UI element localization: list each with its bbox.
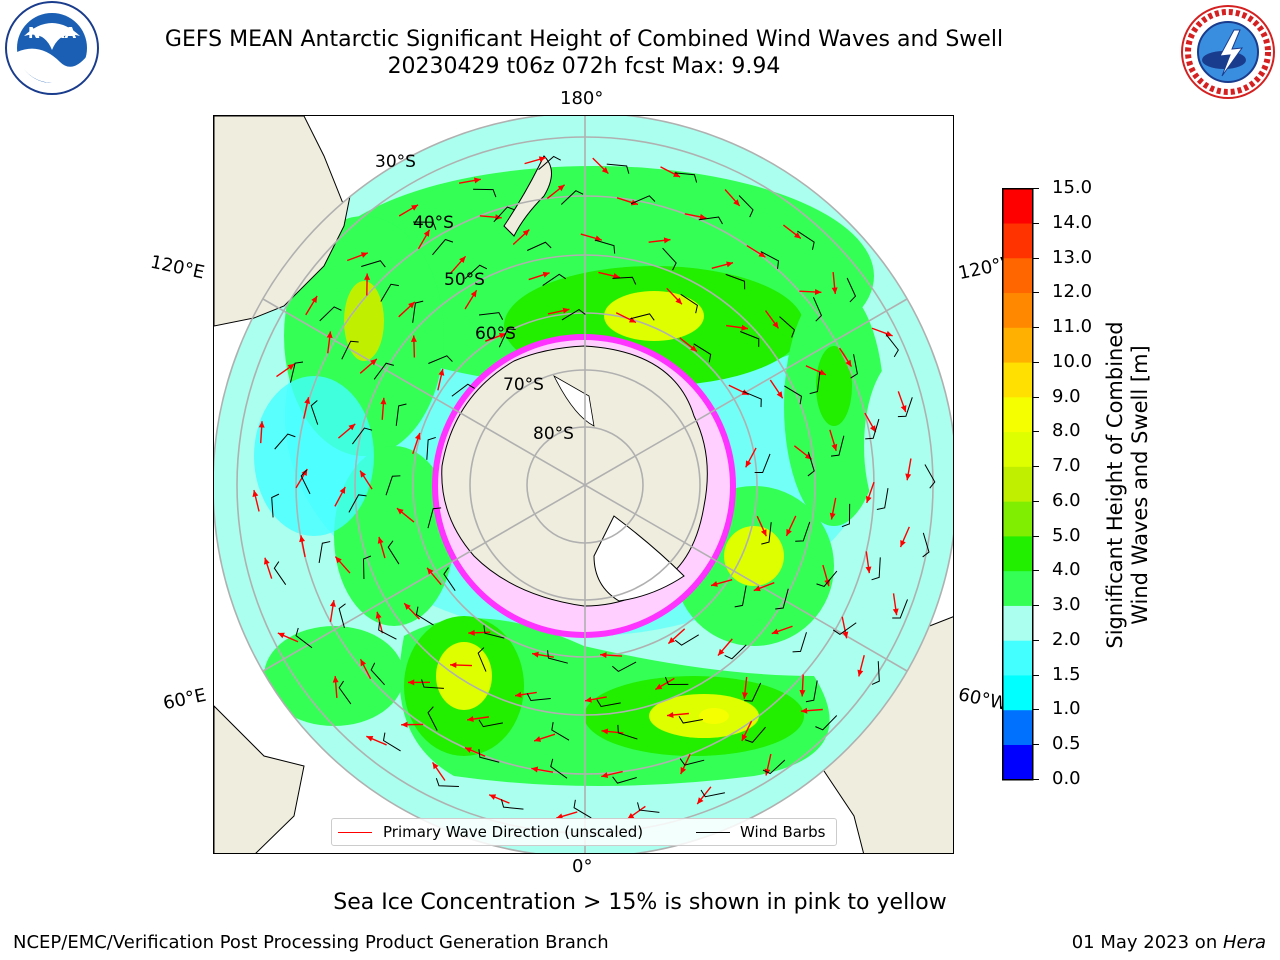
colorbar-bin [1003, 745, 1033, 780]
lat-label-60s: 60°S [475, 324, 516, 344]
noaa-logo: NOAA [0, 0, 104, 104]
colorbar-tick-mark [1033, 675, 1039, 676]
colorbar-tick-mark [1033, 640, 1039, 641]
nws-logo [1176, 0, 1280, 104]
lat-label-70s: 70°S [503, 375, 544, 395]
colorbar-tick-mark [1033, 362, 1039, 363]
colorbar-tick-mark [1033, 223, 1039, 224]
wave-direction-swatch [338, 832, 372, 833]
colorbar-tick-label: 8.0 [1052, 420, 1081, 441]
lat-label-80s: 80°S [533, 424, 574, 444]
colorbar-bin [1003, 224, 1033, 259]
legend-wave-direction: Primary Wave Direction (unscaled) [383, 823, 643, 841]
colorbar-tick-label: 15.0 [1052, 177, 1092, 198]
map-subtitle-forecast: 20230429 t06z 072h fcst Max: 9.94 [0, 54, 1168, 79]
colorbar-tick-label: 11.0 [1052, 316, 1092, 337]
colorbar-tick-label: 7.0 [1052, 455, 1081, 476]
lat-label-30s: 30°S [375, 152, 416, 172]
colorbar-bin [1003, 397, 1033, 432]
colorbar-tick-label: 3.0 [1052, 594, 1081, 615]
colorbar-title-line2: Wind Waves and Swell [m] [1128, 345, 1152, 625]
colorbar-tick-label: 1.0 [1052, 698, 1081, 719]
colorbar-tick-label: 5.0 [1052, 525, 1081, 546]
colorbar-tick-mark [1033, 431, 1039, 432]
map-legend: Primary Wave Direction (unscaled) Wind B… [331, 818, 837, 846]
lat-label-40s: 40°S [413, 213, 454, 233]
colorbar-tick-mark [1033, 744, 1039, 745]
colorbar-bin [1003, 536, 1033, 571]
colorbar-tick-mark [1033, 466, 1039, 467]
colorbar-tick-mark [1033, 258, 1039, 259]
colorbar-bin [1003, 606, 1033, 641]
colorbar-bin [1003, 710, 1033, 745]
colorbar-tick-label: 10.0 [1052, 351, 1092, 372]
map-canvas [214, 116, 954, 854]
colorbar-tick-mark [1033, 292, 1039, 293]
colorbar-tick-label: 4.0 [1052, 559, 1081, 580]
colorbar-tick-mark [1033, 397, 1039, 398]
sea-ice-note: Sea Ice Concentration > 15% is shown in … [0, 890, 1280, 915]
colorbar-tick-label: 14.0 [1052, 212, 1092, 233]
colorbar-bin [1003, 571, 1033, 606]
colorbar-tick-label: 6.0 [1052, 490, 1081, 511]
colorbar-bin [1003, 328, 1033, 363]
colorbar-tick-label: 0.0 [1052, 768, 1081, 789]
colorbar [1002, 188, 1034, 781]
colorbar-tick-mark [1033, 570, 1039, 571]
colorbar-bin [1003, 641, 1033, 676]
footer-branch: NCEP/EMC/Verification Post Processing Pr… [13, 932, 609, 953]
lon-label-0: 0° [572, 856, 592, 877]
colorbar-tick-mark [1033, 536, 1039, 537]
colorbar-bin [1003, 502, 1033, 537]
colorbar-tick-label: 9.0 [1052, 386, 1081, 407]
colorbar-tick-mark [1033, 501, 1039, 502]
colorbar-tick-label: 1.5 [1052, 664, 1081, 685]
colorbar-tick-label: 13.0 [1052, 247, 1092, 268]
noaa-logo-text: NOAA [28, 24, 77, 42]
wind-barb-swatch [696, 832, 730, 833]
colorbar-bin [1003, 363, 1033, 398]
footer-date: 01 May 2023 on Hera [1072, 932, 1266, 953]
lon-label-180: 180° [560, 88, 603, 109]
colorbar-tick-mark [1033, 188, 1039, 189]
colorbar-bin [1003, 293, 1033, 328]
lon-label-60e: 60°E [161, 685, 208, 715]
colorbar-tick-label: 0.5 [1052, 733, 1081, 754]
lon-label-120e: 120°E [148, 252, 206, 284]
colorbar-bin [1003, 675, 1033, 710]
colorbar-bin [1003, 467, 1033, 502]
colorbar-tick-mark [1033, 605, 1039, 606]
colorbar-tick-label: 2.0 [1052, 629, 1081, 650]
colorbar-bin [1003, 432, 1033, 467]
colorbar-bin [1003, 189, 1033, 224]
legend-wind-barbs: Wind Barbs [740, 823, 825, 841]
colorbar-title-line1: Significant Height of Combined [1103, 321, 1127, 648]
map-title: GEFS MEAN Antarctic Significant Height o… [0, 27, 1168, 52]
colorbar-tick-mark [1033, 327, 1039, 328]
colorbar-tick-mark [1033, 779, 1039, 780]
polar-map [213, 115, 954, 854]
colorbar-tick-label: 12.0 [1052, 281, 1092, 302]
colorbar-tick-mark [1033, 709, 1039, 710]
lat-label-50s: 50°S [444, 270, 485, 290]
colorbar-bin [1003, 258, 1033, 293]
